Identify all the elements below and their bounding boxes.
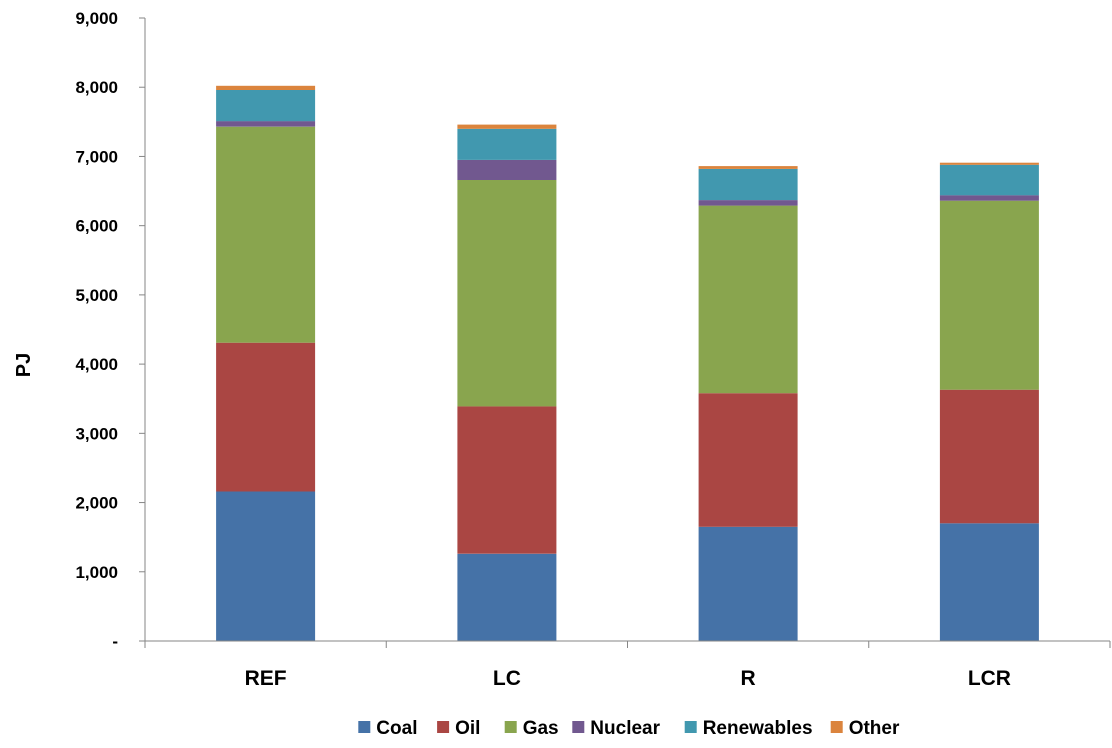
bar-segment-lc-coal (457, 553, 557, 641)
legend: Coal Oil Gas Nuclear Renewables Other (358, 718, 900, 739)
x-tick-label-lcr: LCR (968, 667, 1011, 690)
bar-segment-lcr-coal (939, 523, 1039, 641)
bar-segment-lc-gas (457, 180, 557, 407)
legend-label-coal: Coal (376, 718, 417, 739)
y-tick-label: 5,000 (75, 286, 118, 305)
legend-swatch-gas (504, 721, 517, 733)
bar-segment-lc-oil (457, 406, 557, 554)
bar-segment-lcr-renewables (939, 164, 1039, 196)
y-tick-label: 7,000 (75, 147, 118, 166)
axes: REF LC R LCR-1,0002,0003,0004,0005,0006,000… (75, 9, 1111, 690)
legend-swatch-other (830, 721, 843, 733)
plot-area (216, 85, 1039, 641)
legend-swatch-oil (437, 721, 450, 733)
bar-segment-lcr-gas (939, 200, 1039, 390)
x-tick-label-r: R (741, 667, 756, 690)
bar-segment-lcr-other (939, 162, 1039, 165)
x-tick-label-ref: REF (245, 667, 287, 690)
bar-segment-ref-other (216, 85, 316, 90)
bar-segment-ref-renewables (216, 90, 316, 122)
y-tick-label: 4,000 (75, 355, 118, 374)
y-tick-label: 3,000 (75, 424, 118, 443)
bar-segment-r-other (698, 166, 798, 169)
bar-segment-ref-nuclear (216, 121, 316, 127)
bar-segment-r-coal (698, 526, 798, 641)
bar-segment-lc-renewables (457, 128, 557, 160)
y-tick-label: 6,000 (75, 217, 118, 236)
y-tick-label: 9,000 (75, 9, 118, 28)
bar-segment-r-gas (698, 205, 798, 394)
bar-segment-lcr-oil (939, 389, 1039, 524)
bar-segment-lc-other (457, 124, 557, 129)
y-axis-title: PJ (13, 353, 35, 377)
bar-segment-r-oil (698, 393, 798, 527)
bar-segment-r-nuclear (698, 200, 798, 206)
legend-label-renewables: Renewables (703, 718, 813, 739)
bar-segment-ref-oil (216, 342, 316, 492)
legend-label-gas: Gas (523, 718, 559, 739)
bar-segment-ref-coal (216, 491, 316, 641)
legend-swatch-renewables (684, 721, 697, 733)
x-tick-label-lc: LC (493, 667, 521, 690)
bar-segment-lcr-nuclear (939, 195, 1039, 201)
legend-swatch-nuclear (572, 721, 585, 733)
y-tick-label: 8,000 (75, 78, 118, 97)
bar-segment-r-renewables (698, 168, 798, 201)
bar-segment-ref-gas (216, 126, 316, 343)
legend-label-other: Other (849, 718, 900, 739)
legend-label-oil: Oil (455, 718, 480, 739)
y-tick-label: 2,000 (75, 494, 118, 513)
y-tick-label: - (112, 632, 118, 651)
legend-swatch-coal (358, 721, 371, 733)
legend-label-nuclear: Nuclear (590, 718, 660, 739)
bar-segment-lc-nuclear (457, 159, 557, 180)
y-tick-label: 1,000 (75, 563, 118, 582)
